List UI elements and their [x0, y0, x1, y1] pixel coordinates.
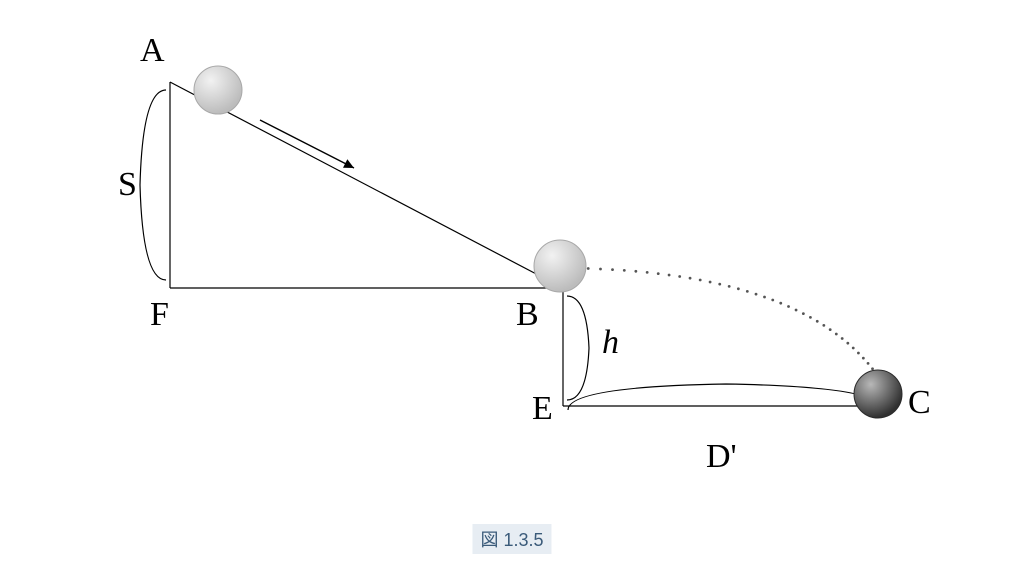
label-f: F [150, 296, 169, 334]
label-s: S [118, 166, 137, 204]
dimension-braces [140, 90, 884, 410]
ball-mid-icon [534, 240, 586, 292]
label-a: A [140, 32, 165, 70]
diagram-stage: A S F B h E D' C 図 1.3.5 [0, 0, 1024, 576]
geometry-lines [170, 82, 888, 406]
diagram-svg [0, 0, 1024, 576]
label-c: C [908, 384, 931, 422]
ball-top-icon [194, 66, 242, 114]
label-d-prime: D' [706, 438, 737, 476]
ball-bottom-icon [854, 370, 902, 418]
motion-arrow [260, 120, 354, 168]
label-e: E [532, 390, 553, 428]
figure-caption: 図 1.3.5 [472, 524, 551, 554]
label-b: B [516, 296, 539, 334]
label-h: h [602, 324, 619, 362]
